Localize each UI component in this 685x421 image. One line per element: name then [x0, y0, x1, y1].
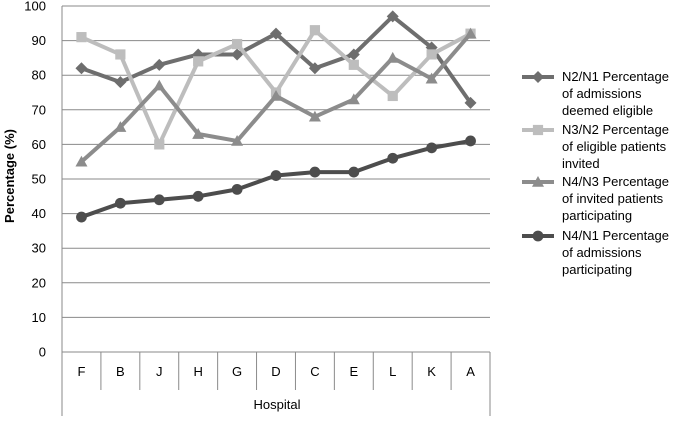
data-point-circle [309, 166, 321, 178]
x-tick-label: K [427, 364, 436, 379]
x-axis-title: Hospital [254, 397, 301, 412]
x-tick-label: D [271, 364, 280, 379]
y-tick-label: 20 [32, 275, 46, 290]
legend-label: participating [562, 262, 632, 277]
data-point-square [154, 139, 165, 150]
y-tick-label: 70 [32, 102, 46, 117]
data-point-square [193, 56, 204, 67]
series-line [80, 28, 472, 147]
legend: N2/N1 Percentage of admissions deemed elig… [522, 69, 669, 277]
y-tick-label: 100 [24, 0, 46, 14]
data-point-triangle [270, 89, 282, 101]
y-tick-label: 40 [32, 206, 46, 221]
data-point-diamond [464, 96, 477, 109]
x-tick-label: B [116, 364, 125, 379]
y-tick-label: 80 [32, 68, 46, 83]
x-tick-label: L [389, 364, 396, 379]
legend-label: N4/N1 Percentage [562, 228, 669, 243]
data-point-triangle [425, 72, 438, 84]
x-tick-label: E [349, 364, 358, 379]
data-point-circle [348, 166, 360, 178]
axes [61, 6, 491, 416]
legend-label: N3/N2 Percentage [562, 122, 669, 137]
series-2 [76, 25, 476, 150]
data-point-diamond [386, 10, 399, 23]
data-point-square [426, 49, 437, 60]
legend-item: N4/N1 Percentage of admissions participati… [522, 228, 669, 277]
legend-label: N4/N3 Percentage [562, 174, 669, 189]
data-point-circle [465, 135, 476, 147]
data-point-diamond [153, 58, 166, 71]
x-tick-label: F [77, 364, 85, 379]
data-point-circle [387, 152, 399, 164]
y-tick-label: 60 [32, 137, 46, 152]
data-point-square [348, 59, 359, 70]
series-1 [75, 10, 477, 109]
legend-label: participating [562, 208, 632, 223]
data-point-square [76, 32, 87, 43]
data-point-triangle [192, 128, 205, 139]
data-point-diamond [114, 76, 127, 89]
legend-item: N4/N3 Percentage of invited patients parti… [522, 174, 669, 223]
data-point-triangle [75, 155, 88, 167]
legend-marker-diamond [532, 71, 544, 83]
data-point-square [231, 38, 243, 50]
legend-marker-circle [532, 230, 544, 242]
series-lines [75, 10, 477, 223]
x-tick-label: H [193, 364, 202, 379]
x-tick-label: G [232, 364, 242, 379]
y-tick-label: 0 [39, 345, 46, 360]
y-axis-title: Percentage (%) [2, 129, 17, 223]
x-tick-label: A [466, 364, 475, 379]
legend-item: N2/N1 Percentage of admissions deemed elig… [522, 69, 669, 118]
data-point-circle [426, 142, 438, 154]
data-point-triangle [464, 27, 477, 39]
data-point-diamond [347, 48, 360, 61]
legend-marker-triangle [532, 176, 544, 187]
y-tick-labels: 0 10 20 30 40 50 60 70 80 90 100 [24, 0, 46, 360]
legend-label: deemed eligible [562, 103, 653, 118]
data-point-triangle [153, 79, 166, 91]
legend-label: of invited patients [562, 191, 664, 206]
data-point-triangle [386, 51, 399, 63]
data-point-square [115, 49, 126, 60]
data-point-triangle [231, 134, 244, 146]
data-point-diamond [308, 62, 321, 75]
series-3 [75, 27, 477, 167]
y-tick-label: 10 [32, 310, 46, 325]
y-tick-label: 50 [32, 172, 46, 187]
legend-item: N3/N2 Percentage of eligible patients invi… [522, 122, 669, 171]
legend-label: N2/N1 Percentage [562, 69, 669, 84]
y-tick-label: 90 [32, 33, 46, 48]
data-point-diamond [270, 27, 282, 40]
x-tick-label: J [156, 364, 163, 379]
data-point-circle [270, 170, 282, 181]
data-point-circle [114, 197, 126, 209]
legend-label: invited [562, 156, 600, 171]
data-point-diamond [75, 62, 88, 75]
x-tick-label: C [310, 364, 319, 379]
y-tick-label: 30 [32, 241, 46, 256]
legend-label: of admissions [562, 86, 642, 101]
series-4 [76, 135, 476, 223]
legend-label: of admissions [562, 245, 642, 260]
data-point-triangle [347, 93, 360, 105]
data-point-circle [192, 190, 204, 202]
data-point-triangle [308, 110, 321, 122]
data-point-circle [231, 183, 243, 195]
data-point-square [387, 90, 398, 102]
legend-marker-square [532, 124, 544, 136]
legend-label: of eligible patients [562, 139, 667, 154]
data-point-circle [76, 211, 87, 223]
data-point-square [309, 25, 321, 36]
data-point-diamond [231, 48, 244, 61]
data-point-circle [153, 194, 165, 206]
data-point-triangle [114, 121, 127, 132]
